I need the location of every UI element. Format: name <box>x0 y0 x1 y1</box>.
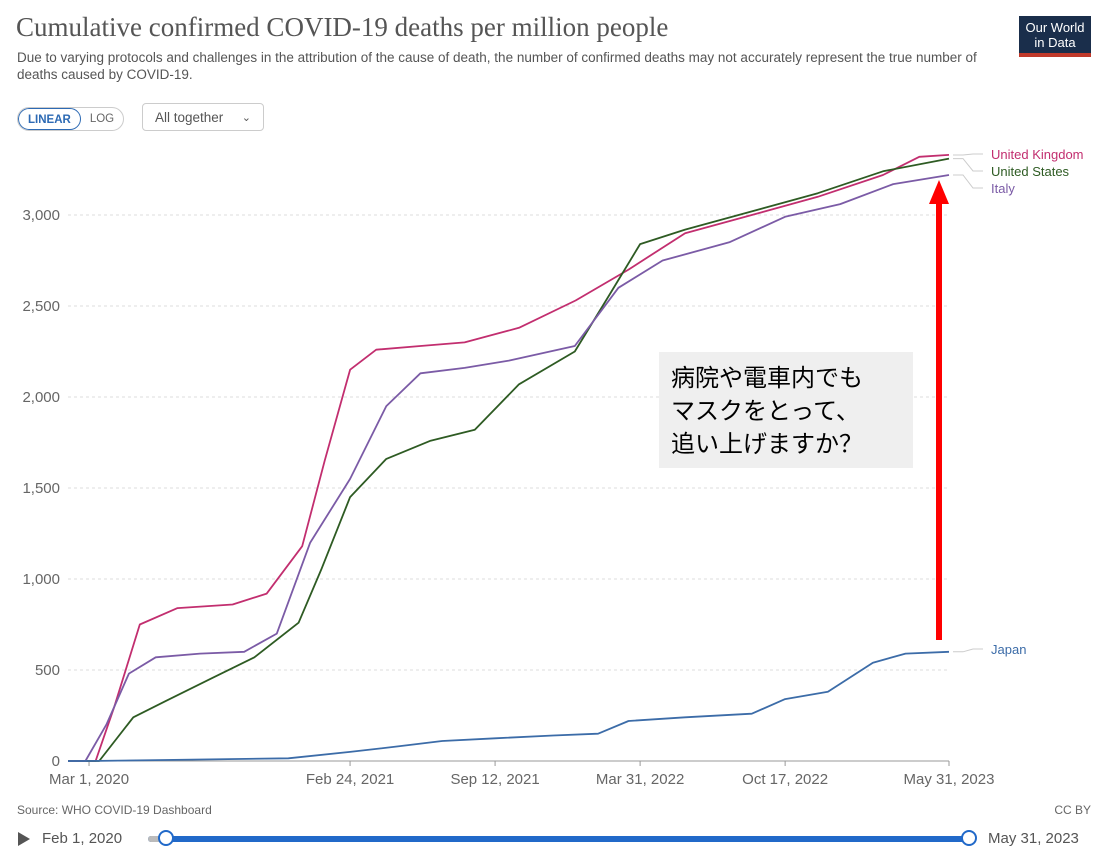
series-line-japan[interactable] <box>68 650 950 762</box>
label-connector <box>953 158 983 172</box>
log-scale-button[interactable]: LOG <box>89 113 115 125</box>
chart-title: Cumulative confirmed COVID-19 deaths per… <box>16 12 669 42</box>
y-tick-label: 500 <box>35 662 60 679</box>
label-connector <box>953 153 983 156</box>
facet-dropdown[interactable]: All together ⌄ <box>142 103 264 131</box>
y-tick-label: 1,500 <box>22 480 60 497</box>
timeline-end-handle[interactable] <box>961 830 977 846</box>
label-connector <box>953 648 983 653</box>
y-tick-label: 2,500 <box>22 298 60 315</box>
timeline-start-label: Feb 1, 2020 <box>42 830 123 847</box>
source-note[interactable]: Source: WHO COVID-19 Dashboard <box>17 803 212 817</box>
annotation-line-2: マスクをとって、 <box>671 397 860 425</box>
grid-lines <box>68 214 949 762</box>
series-label[interactable]: Italy <box>991 181 1015 196</box>
label-connector <box>953 174 983 189</box>
series-line-united-states[interactable] <box>68 157 950 762</box>
series-label[interactable]: United States <box>991 164 1070 179</box>
x-tick-label: Feb 24, 2021 <box>306 771 394 788</box>
logo-line-2: in Data <box>1034 35 1076 50</box>
series-line-united-kingdom[interactable] <box>68 154 950 762</box>
timeline-start-handle[interactable] <box>158 830 174 846</box>
linear-scale-button[interactable]: LINEAR <box>18 108 81 130</box>
series-lines <box>68 154 950 762</box>
timeline-track-inactive <box>148 836 166 842</box>
x-tick-label: Sep 12, 2021 <box>450 771 539 788</box>
annotation-box: 病院や電車内でも マスクをとって、 追い上げますか？ <box>659 352 913 468</box>
arrow-head <box>929 180 949 204</box>
annotation-line-1: 病院や電車内でも <box>671 364 863 392</box>
x-tick-label: May 31, 2023 <box>904 771 995 788</box>
y-tick-label: 0 <box>52 753 60 770</box>
owid-logo[interactable]: Our World in Data <box>1019 16 1091 57</box>
annotation-line-3: 追い上げますか？ <box>671 430 863 458</box>
license-link[interactable]: CC BY <box>1054 803 1091 817</box>
x-tick-label: Mar 31, 2022 <box>596 771 684 788</box>
annotation-arrow <box>929 180 949 640</box>
play-icon[interactable] <box>18 832 30 846</box>
y-tick-label: 1,000 <box>22 571 60 588</box>
chart-canvas: 0 500 1,000 1,500 2,000 2,500 3,000 Mar 1, 202… <box>22 147 1084 788</box>
y-axis: 0 500 1,000 1,500 2,000 2,500 3,000 <box>22 207 60 770</box>
facet-dropdown-label: All together <box>155 110 224 125</box>
x-axis: Mar 1, 2020 Feb 24, 2021 Sep 12, 2021 Mar 3… <box>49 761 994 788</box>
y-tick-label: 2,000 <box>22 389 60 406</box>
x-tick-label: Mar 1, 2020 <box>49 771 129 788</box>
series-line-italy[interactable] <box>68 174 950 762</box>
timeline-end-label: May 31, 2023 <box>988 830 1079 847</box>
series-label[interactable]: Japan <box>991 642 1026 657</box>
series-label[interactable]: United Kingdom <box>991 147 1084 162</box>
series-labels: United Kingdom United States Italy Japan <box>953 147 1084 657</box>
x-tick-label: Oct 17, 2022 <box>742 771 828 788</box>
chart-subtitle: Due to varying protocols and challenges … <box>17 50 977 82</box>
chevron-down-icon: ⌄ <box>241 112 251 124</box>
timeline-track[interactable] <box>148 836 968 842</box>
logo-line-1: Our World <box>1025 20 1085 35</box>
y-tick-label: 3,000 <box>22 207 60 224</box>
scale-toggle: LINEAR LOG <box>17 107 125 131</box>
